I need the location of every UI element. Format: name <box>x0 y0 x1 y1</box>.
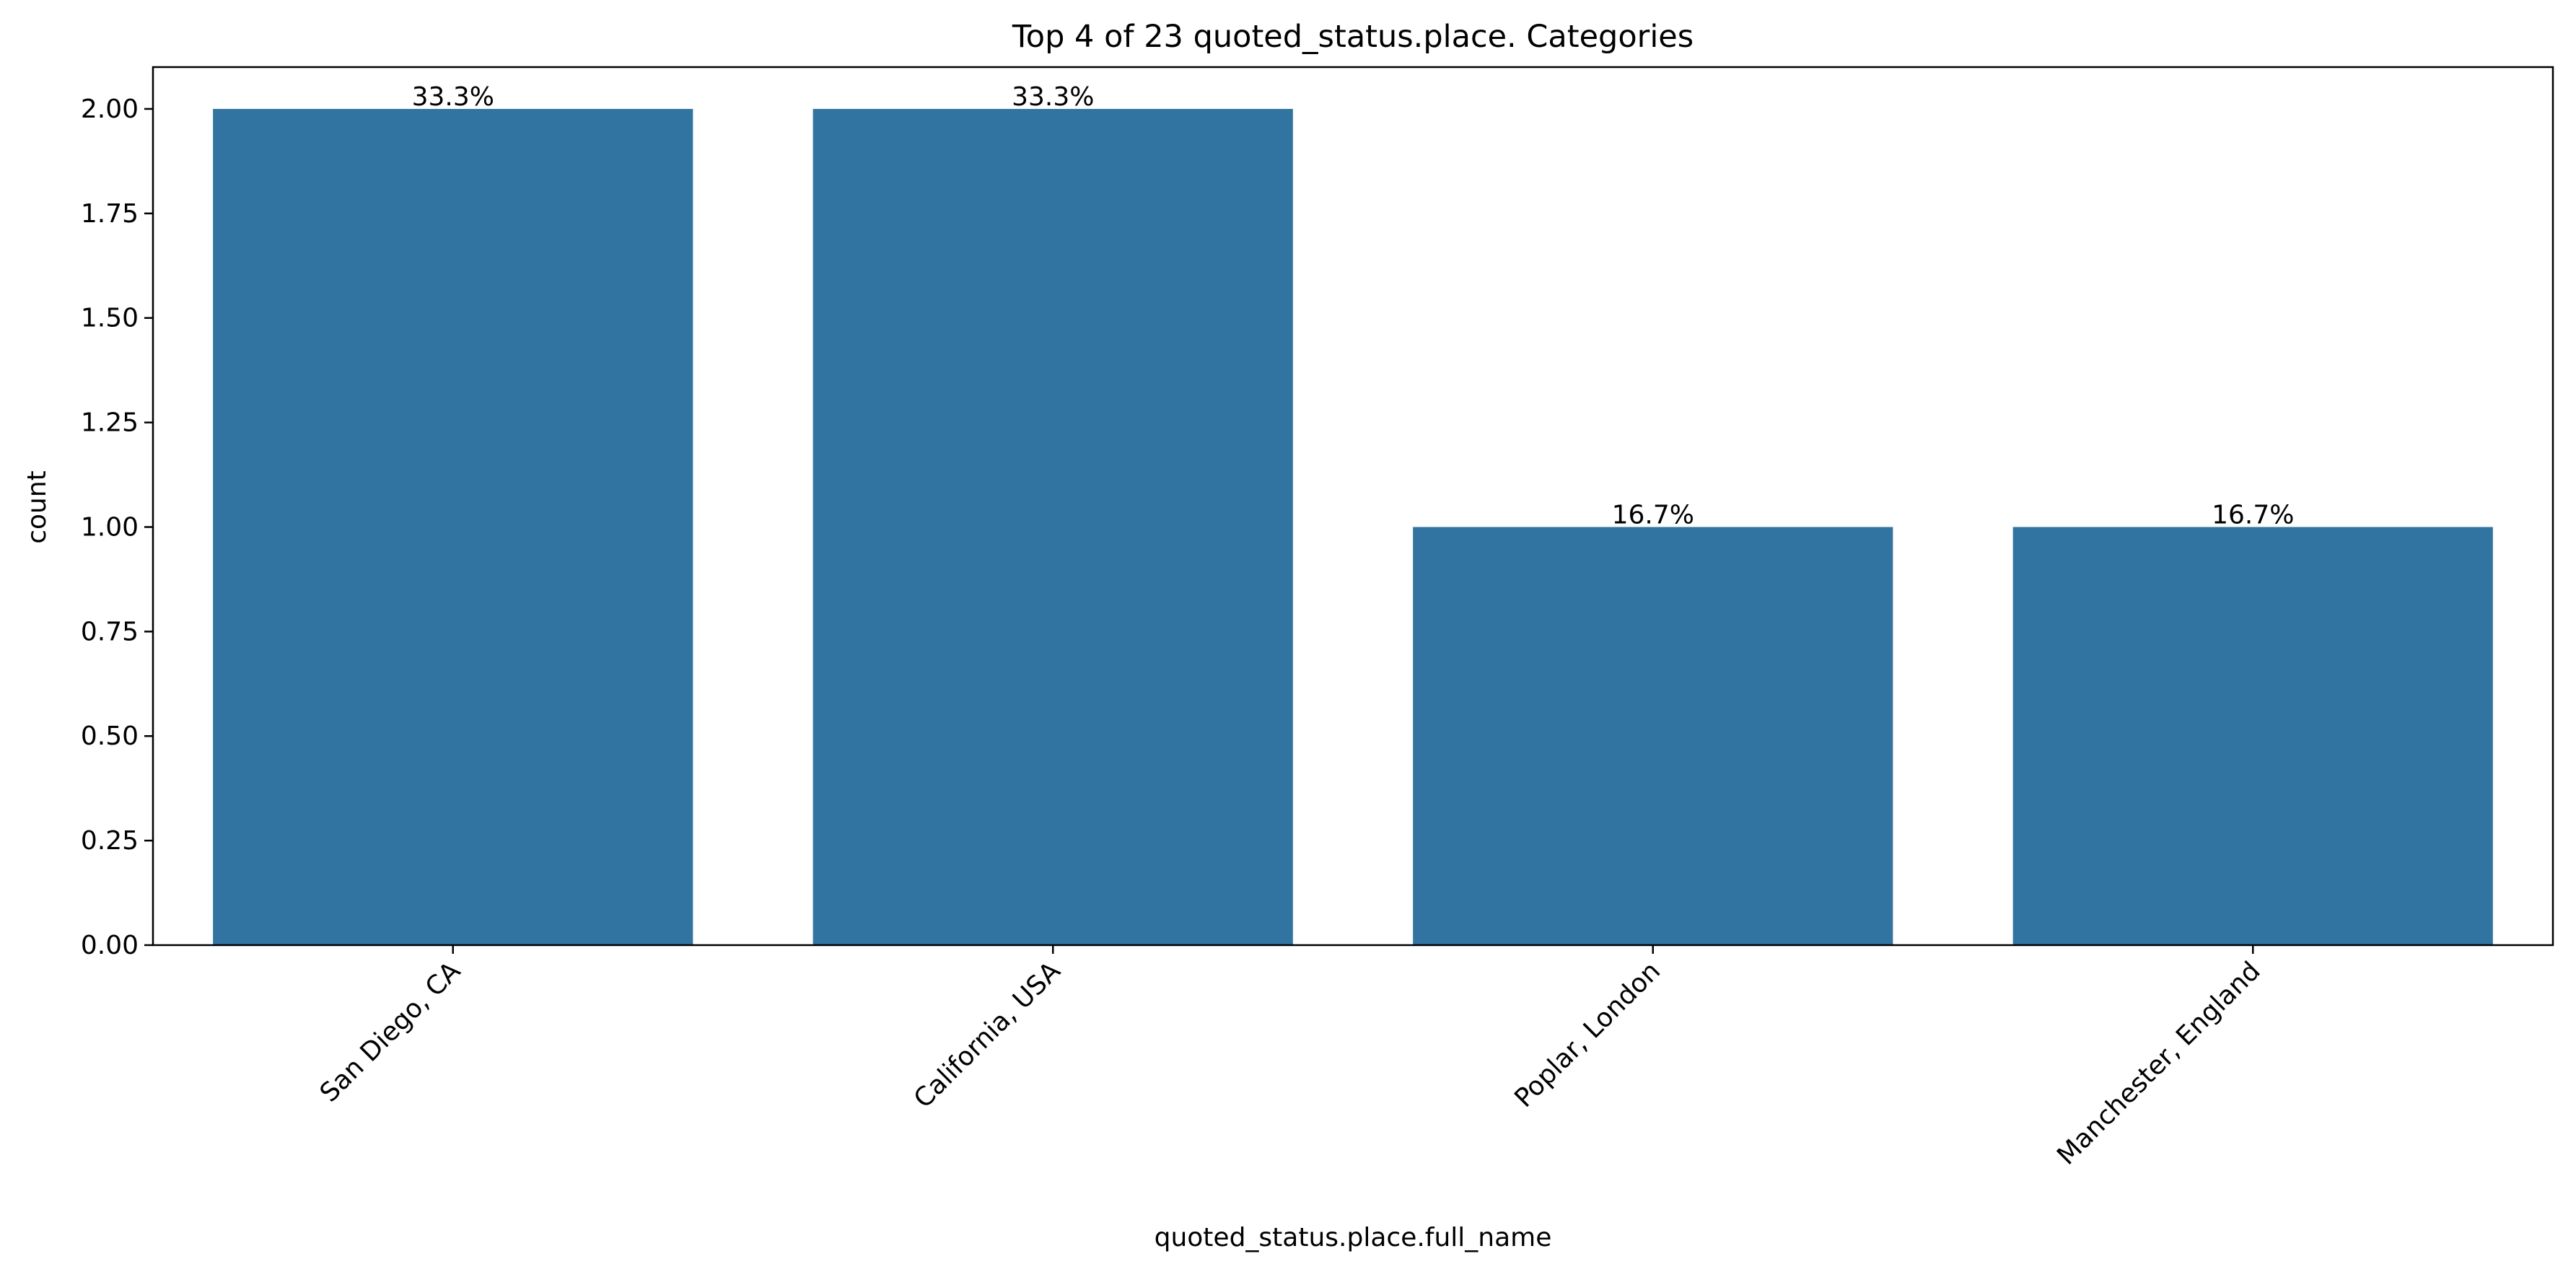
x-tick-label: San Diego, CA <box>315 956 467 1108</box>
y-tick-label: 1.75 <box>81 199 139 229</box>
y-tick-label: 1.25 <box>81 408 139 438</box>
y-tick-label: 0.75 <box>81 617 139 646</box>
y-tick-label: 0.50 <box>81 721 139 751</box>
y-tick-label: 1.00 <box>81 512 139 542</box>
plot-area: 33.3% 33.3% 16.7% 16.7% 0.00 0.25 0.50 0.75 1.00… <box>81 66 2554 1171</box>
y-tick-label: 2.00 <box>81 95 139 124</box>
x-tick-label: California, USA <box>908 956 1066 1114</box>
x-tick-label: Poplar, London <box>1509 956 1666 1113</box>
chart-title: Top 4 of 23 quoted_status.place. Categor… <box>1012 19 1694 55</box>
y-tick-label: 1.50 <box>81 304 139 333</box>
bar <box>2012 527 2493 945</box>
bar-data-label: 16.7% <box>1612 500 1694 530</box>
y-axis-label: count <box>22 470 52 544</box>
bar-data-label: 16.7% <box>2212 500 2294 530</box>
y-tick-label: 0.25 <box>81 826 139 856</box>
bar <box>213 108 693 945</box>
bar <box>812 108 1293 945</box>
y-tick-label: 0.00 <box>81 931 139 960</box>
bar <box>1413 527 1893 945</box>
x-axis-label: quoted_status.place.full_name <box>1155 1223 1552 1252</box>
x-tick-label: Manchester, England <box>2051 956 2266 1170</box>
bar-data-label: 33.3% <box>412 82 494 112</box>
axes-frame <box>152 66 2554 947</box>
bar-data-label: 33.3% <box>1012 82 1094 112</box>
